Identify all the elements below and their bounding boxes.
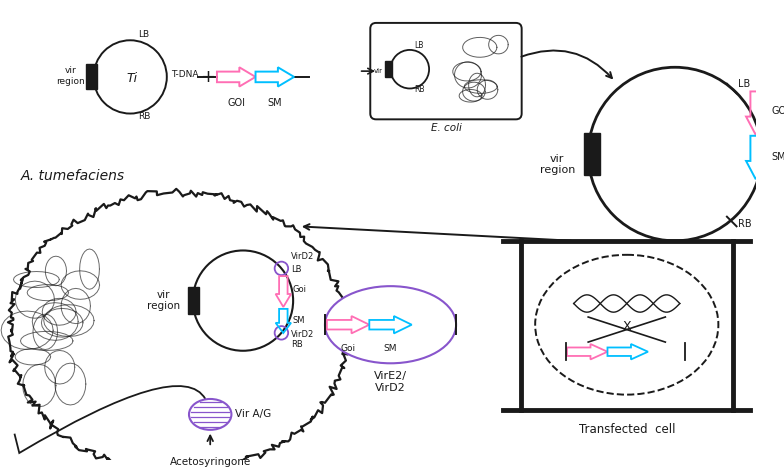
Text: +: +	[200, 68, 215, 86]
Text: SM: SM	[293, 316, 306, 325]
Text: Goi: Goi	[579, 366, 595, 375]
Text: VirD2: VirD2	[291, 330, 314, 339]
Text: X: X	[622, 320, 631, 333]
Text: vir: vir	[374, 68, 383, 74]
Text: LB: LB	[739, 79, 751, 89]
Text: Ti: Ti	[126, 72, 138, 85]
Text: T-DNA: T-DNA	[171, 70, 198, 79]
Text: GOi: GOi	[771, 106, 784, 116]
FancyBboxPatch shape	[370, 23, 521, 119]
Text: region: region	[56, 77, 85, 86]
Text: Goi: Goi	[340, 344, 356, 353]
Text: Vir A/G: Vir A/G	[235, 409, 271, 420]
Text: SM: SM	[267, 98, 282, 108]
Text: RB: RB	[739, 219, 752, 229]
Text: Goi: Goi	[293, 285, 307, 294]
Text: SM: SM	[621, 366, 634, 375]
Text: RB: RB	[138, 112, 151, 121]
Text: LB: LB	[291, 265, 302, 274]
Text: LB: LB	[138, 30, 149, 39]
Bar	[385, 61, 393, 77]
Text: vir: vir	[550, 154, 564, 164]
Text: vir: vir	[157, 290, 171, 300]
Text: E. coli: E. coli	[430, 123, 462, 133]
Text: LB: LB	[415, 41, 424, 50]
Text: region: region	[539, 166, 575, 176]
Text: vir: vir	[64, 66, 76, 75]
Text: RB: RB	[415, 85, 425, 94]
Bar	[188, 287, 198, 314]
Bar	[85, 64, 97, 90]
Text: A. tumefaciens: A. tumefaciens	[21, 169, 125, 183]
Text: RB: RB	[291, 340, 303, 349]
Text: Transfected  cell: Transfected cell	[579, 423, 675, 436]
Text: SM: SM	[771, 152, 784, 162]
Text: SM: SM	[384, 344, 397, 353]
Text: VirE2/: VirE2/	[374, 371, 407, 381]
Text: VirD2: VirD2	[291, 253, 314, 261]
Ellipse shape	[535, 255, 718, 395]
Bar	[584, 133, 600, 175]
Ellipse shape	[189, 399, 231, 430]
Text: region: region	[147, 302, 180, 312]
Bar	[521, 242, 732, 409]
Text: VirD2: VirD2	[376, 383, 406, 393]
Ellipse shape	[325, 286, 456, 363]
Text: Acetosyringone: Acetosyringone	[169, 457, 251, 467]
Text: GOI: GOI	[227, 98, 245, 108]
